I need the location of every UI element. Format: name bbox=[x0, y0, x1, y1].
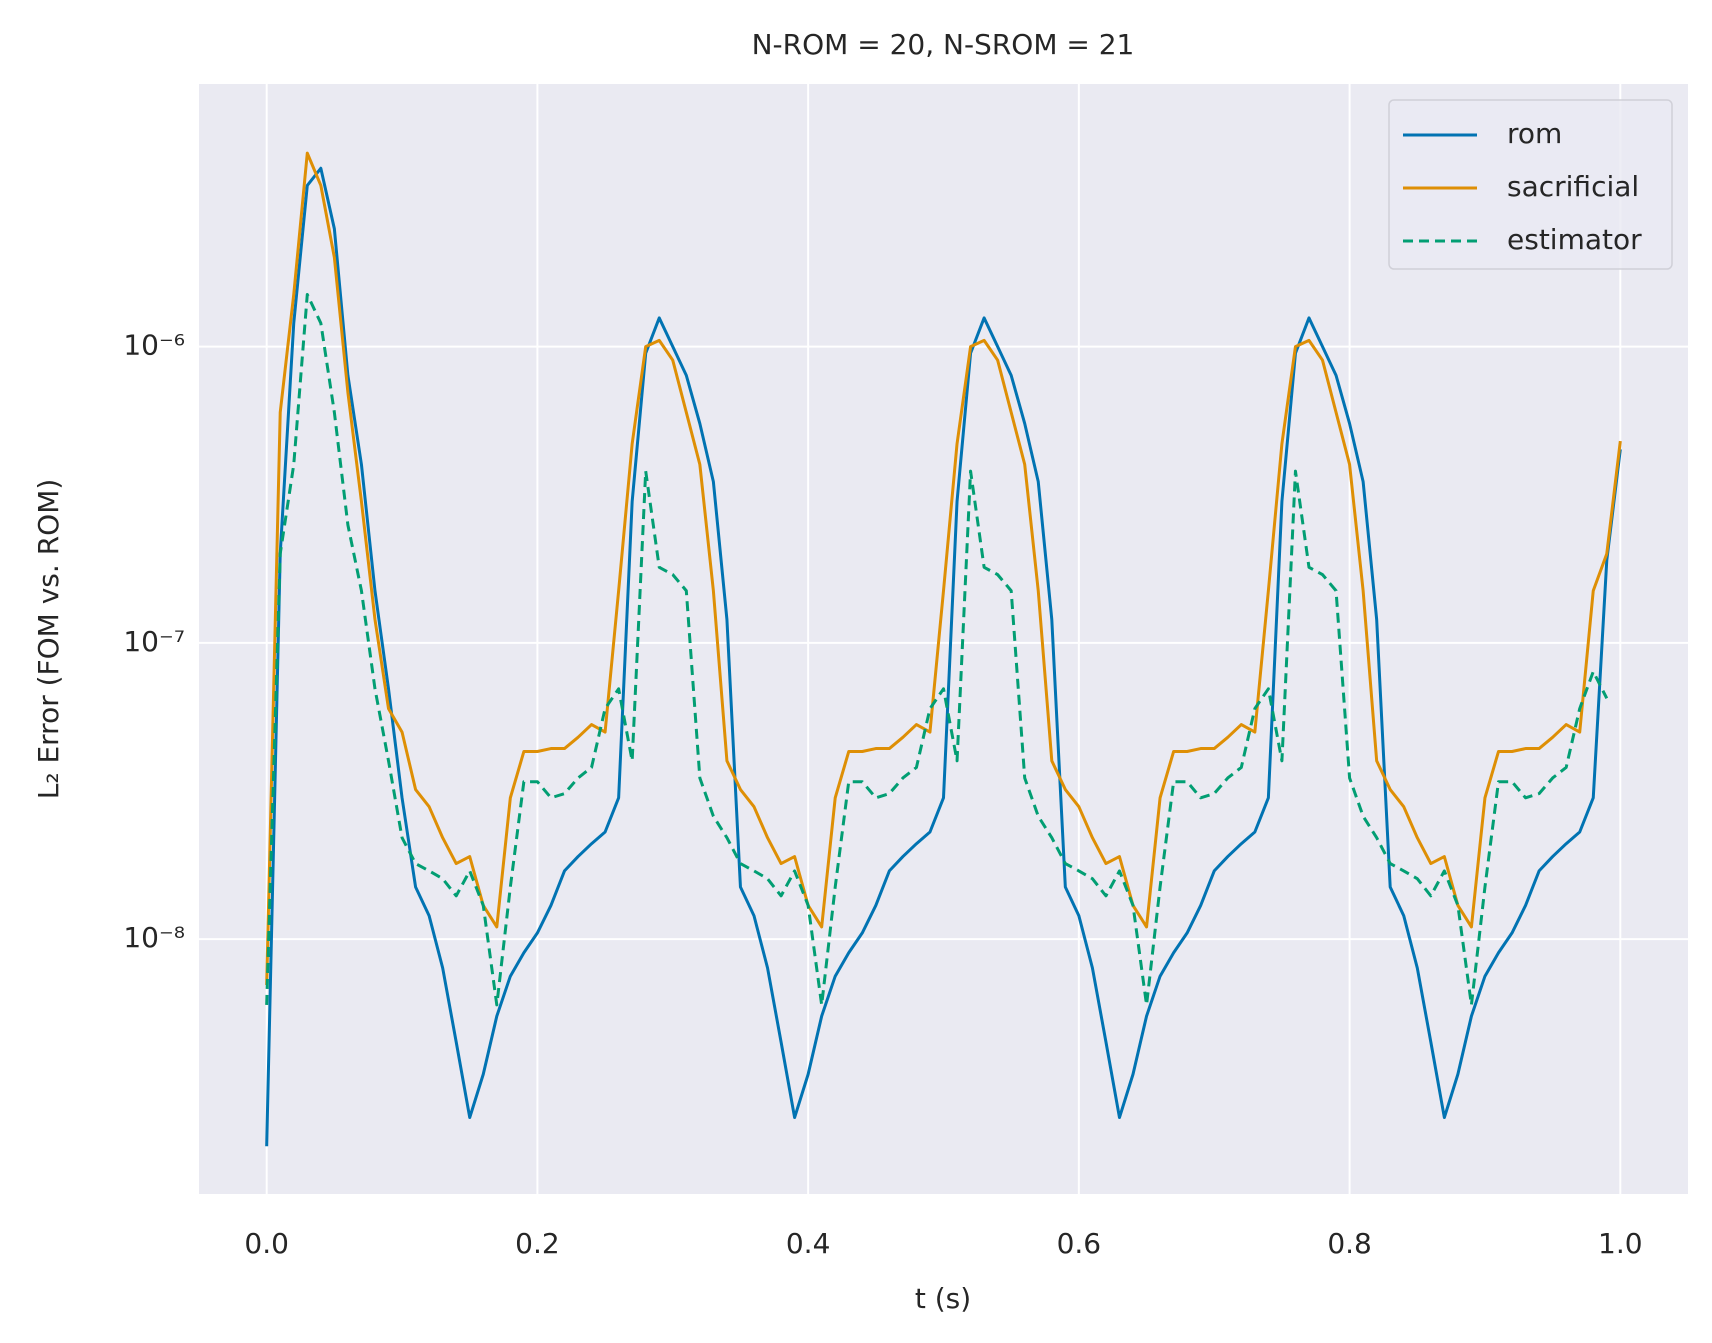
x-tick-label: 0.0 bbox=[244, 1227, 289, 1260]
x-tick-label: 0.8 bbox=[1327, 1227, 1372, 1260]
legend-label: estimator bbox=[1507, 223, 1642, 256]
x-tick-label: 1.0 bbox=[1598, 1227, 1643, 1260]
series-line bbox=[265, 151, 1622, 986]
legend-box bbox=[1388, 99, 1673, 270]
lines bbox=[265, 151, 1622, 1147]
legend-label: sacrificial bbox=[1507, 170, 1639, 203]
y-tick-label: 10⁻⁸ bbox=[123, 921, 185, 954]
x-tick-label: 0.2 bbox=[515, 1227, 560, 1260]
x-tick-label: 0.6 bbox=[1057, 1227, 1102, 1260]
y-tick-label: 10⁻⁶ bbox=[123, 329, 185, 362]
x-axis-label: t (s) bbox=[915, 1282, 971, 1315]
x-tick-label: 0.4 bbox=[786, 1227, 831, 1260]
legend: rom sacrificial estimator bbox=[1388, 99, 1673, 270]
series-line bbox=[265, 292, 1609, 1007]
grid bbox=[199, 84, 1688, 1194]
series-line bbox=[265, 166, 1622, 1147]
y-axis-label: L₂ Error (FOM vs. ROM) bbox=[32, 479, 65, 800]
y-tick-label: 10⁻⁷ bbox=[123, 625, 185, 658]
legend-label: rom bbox=[1507, 117, 1562, 150]
chart-title: N-ROM = 20, N-SROM = 21 bbox=[752, 28, 1135, 61]
